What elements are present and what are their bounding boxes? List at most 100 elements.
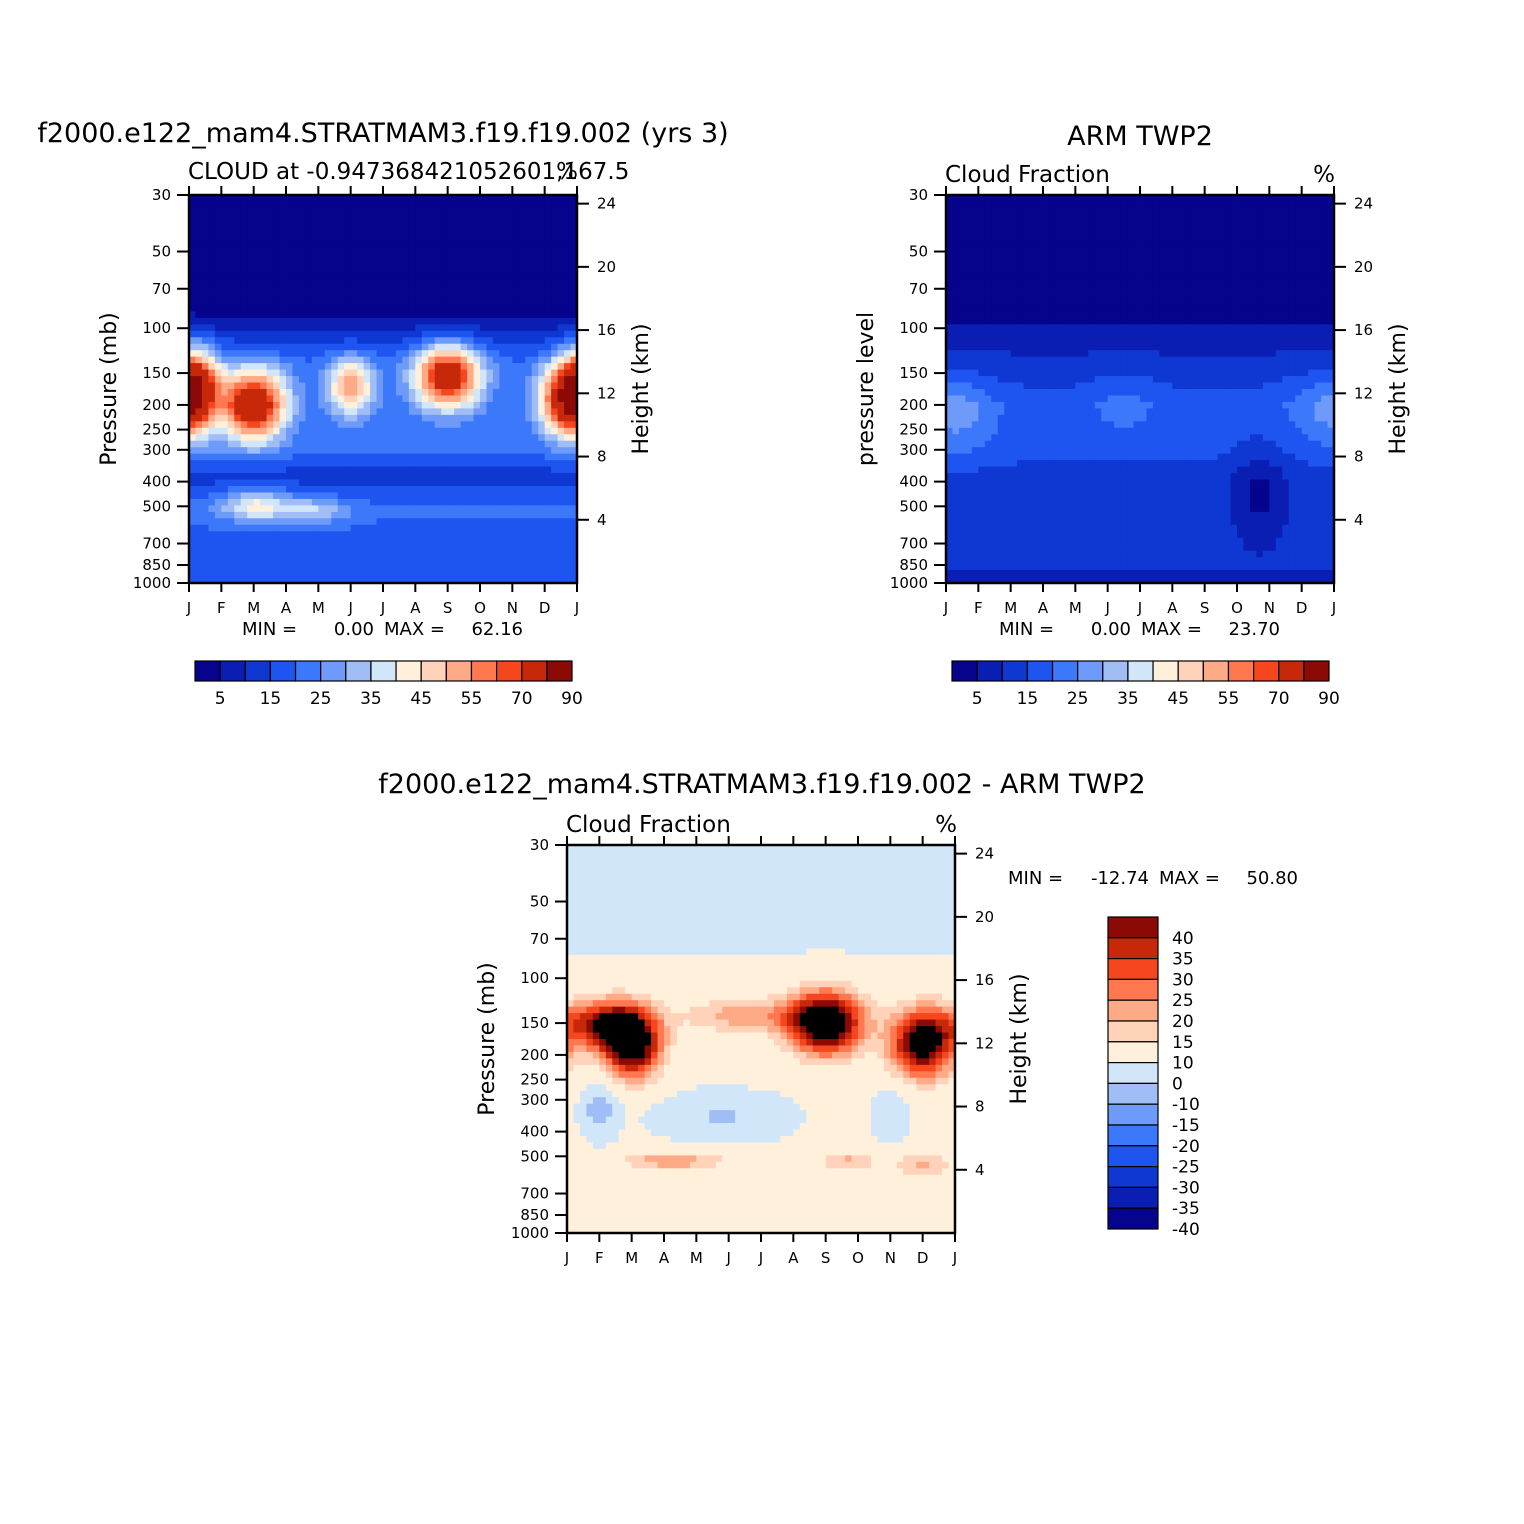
field-cell <box>447 511 455 519</box>
field-cell <box>344 330 352 338</box>
field-cell <box>363 537 371 545</box>
field-cell <box>1198 233 1206 241</box>
field-cell <box>467 317 475 325</box>
field-cell <box>260 279 268 287</box>
field-cell <box>389 524 397 532</box>
field-cell <box>1146 214 1154 222</box>
field-cell <box>538 266 546 274</box>
field-cell <box>480 447 488 455</box>
field-cell <box>370 537 378 545</box>
field-cell <box>201 473 209 481</box>
field-cell <box>1088 207 1096 215</box>
field-cell <box>395 298 403 306</box>
field-cell <box>1237 272 1245 280</box>
field-cell <box>1165 195 1173 203</box>
field-cell <box>415 466 423 474</box>
field-cell <box>279 479 287 487</box>
field-cell <box>221 369 229 377</box>
field-cell <box>389 479 397 487</box>
field-cell <box>189 473 197 481</box>
field-cell <box>958 266 966 274</box>
field-cell <box>195 563 203 571</box>
field-cell <box>286 511 294 519</box>
field-cell <box>415 505 423 513</box>
field-cell <box>1282 298 1290 306</box>
field-cell <box>1321 285 1329 293</box>
field-cell <box>201 317 209 325</box>
field-cell <box>467 195 475 203</box>
field-cell <box>292 279 300 287</box>
field-cell <box>512 563 520 571</box>
field-cell <box>1081 227 1089 235</box>
field-cell <box>434 563 442 571</box>
field-cell <box>221 460 229 468</box>
field-cell <box>1017 259 1025 267</box>
field-cell <box>318 524 326 532</box>
field-cell <box>311 453 319 461</box>
field-cell <box>1295 201 1303 209</box>
field-cell <box>344 466 352 474</box>
field-cell <box>273 356 281 364</box>
field-cell <box>357 389 365 397</box>
y-tick-label: 250 <box>142 421 171 439</box>
field-cell <box>1152 279 1160 287</box>
field-cell <box>266 563 274 571</box>
field-cell <box>557 531 565 539</box>
field-cell <box>480 259 488 267</box>
field-cell <box>1146 207 1154 215</box>
field-cell <box>337 233 345 241</box>
field-cell <box>383 440 391 448</box>
field-cell <box>247 576 255 584</box>
field-cell <box>1152 195 1160 203</box>
field-cell <box>350 492 358 500</box>
field-cell <box>1068 246 1076 254</box>
field-cell <box>1088 298 1096 306</box>
field-cell <box>189 220 197 228</box>
field-cell <box>383 233 391 241</box>
field-cell <box>538 486 546 494</box>
field-cell <box>538 253 546 261</box>
field-cell <box>331 518 339 526</box>
field-cell <box>221 389 229 397</box>
field-cell <box>1321 201 1329 209</box>
field-cell <box>344 505 352 513</box>
field-cell <box>240 285 248 293</box>
field-cell <box>376 356 384 364</box>
field-cell <box>208 253 216 261</box>
field-cell <box>214 460 222 468</box>
field-cell <box>965 272 973 280</box>
field-cell <box>260 479 268 487</box>
field-cell <box>292 511 300 519</box>
field-cell <box>1256 246 1264 254</box>
field-cell <box>286 570 294 578</box>
field-cell <box>1288 201 1296 209</box>
field-cell <box>273 382 281 390</box>
field-cell <box>318 408 326 416</box>
field-cell <box>538 505 546 513</box>
field-cell <box>279 434 287 442</box>
field-cell <box>260 537 268 545</box>
field-cell <box>1282 304 1290 312</box>
field-cell <box>395 427 403 435</box>
field-cell <box>557 408 565 416</box>
field-cell <box>551 576 559 584</box>
field-cell <box>518 201 526 209</box>
field-cell <box>201 557 209 565</box>
field-cell <box>1114 207 1122 215</box>
field-cell <box>350 427 358 435</box>
field-cell <box>965 201 973 209</box>
field-cell <box>952 201 960 209</box>
field-cell <box>965 285 973 293</box>
field-cell <box>395 550 403 558</box>
field-cell <box>266 544 274 552</box>
field-cell <box>266 350 274 358</box>
field-cell <box>441 279 449 287</box>
field-cell <box>1010 292 1018 300</box>
field-cell <box>286 350 294 358</box>
field-cell <box>395 414 403 422</box>
field-cell <box>318 369 326 377</box>
field-cell <box>551 492 559 500</box>
field-cell <box>402 259 410 267</box>
field-cell <box>279 337 287 345</box>
field-cell <box>279 557 287 565</box>
